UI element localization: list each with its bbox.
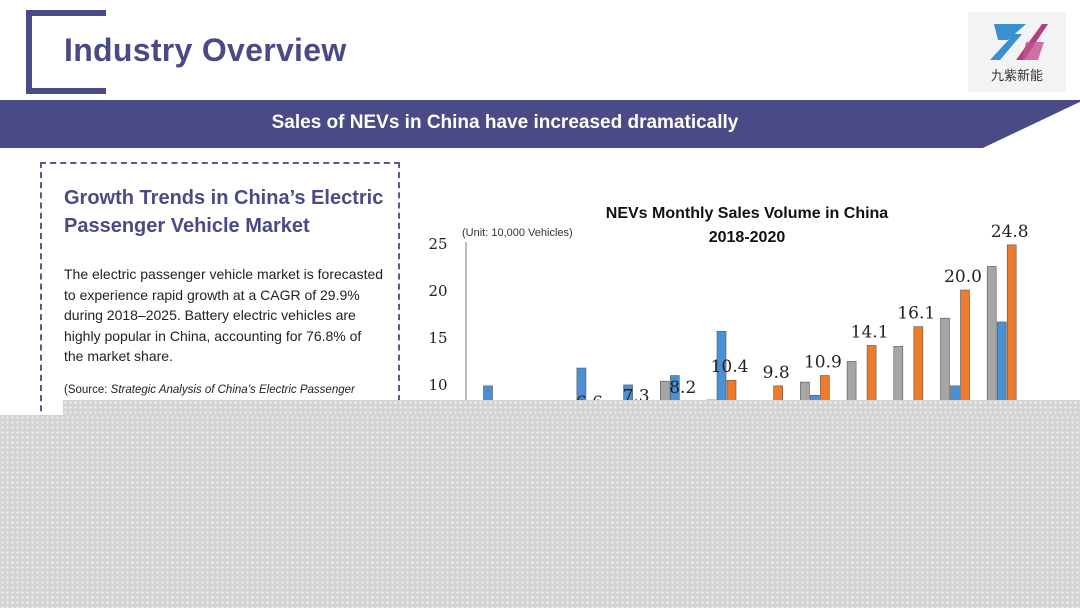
panel-body-text: The electric passenger vehicle market is…	[64, 266, 384, 364]
data-label: 16.1	[897, 304, 935, 324]
data-label: 24.8	[991, 222, 1029, 242]
source-note: (Source: Strategic Analysis of China’s E…	[64, 384, 394, 396]
company-logo: 九紫新能	[968, 12, 1066, 92]
logo-text: 九紫新能	[990, 69, 1043, 84]
chart-unit-note: (Unit: 10,000 Vehicles)	[462, 227, 573, 239]
growth-trends-panel: Growth Trends in China’s Electric Passen…	[40, 162, 400, 462]
data-label: 8.2	[669, 378, 696, 398]
headline-banner: Sales of NEVs in China have increased dr…	[0, 100, 1080, 148]
dotted-overlay	[0, 415, 1080, 608]
y-tick-label: 10	[428, 376, 447, 394]
data-label: 9.8	[763, 363, 790, 383]
title-bracket-decoration	[26, 10, 106, 94]
y-tick-label: 20	[428, 282, 447, 300]
panel-heading: Growth Trends in China’s Electric Passen…	[64, 187, 384, 237]
banner-text: Sales of NEVs in China have increased dr…	[271, 112, 739, 133]
source-title: Strategic Analysis of China’s Electric P…	[110, 384, 355, 396]
data-label: 20.0	[944, 267, 982, 287]
logo-mark-icon	[990, 24, 1048, 60]
chart-title: NEVs Monthly Sales Volume in China	[606, 205, 889, 222]
y-tick-label: 15	[428, 329, 447, 347]
y-tick-label: 25	[428, 235, 447, 253]
data-label: 14.1	[851, 322, 889, 342]
chart-subtitle: 2018-2020	[709, 229, 786, 246]
data-label: 10.9	[804, 353, 842, 373]
page-title: Industry Overview	[64, 32, 347, 68]
source-prefix: (Source:	[64, 384, 111, 396]
data-label: 10.4	[711, 357, 749, 377]
